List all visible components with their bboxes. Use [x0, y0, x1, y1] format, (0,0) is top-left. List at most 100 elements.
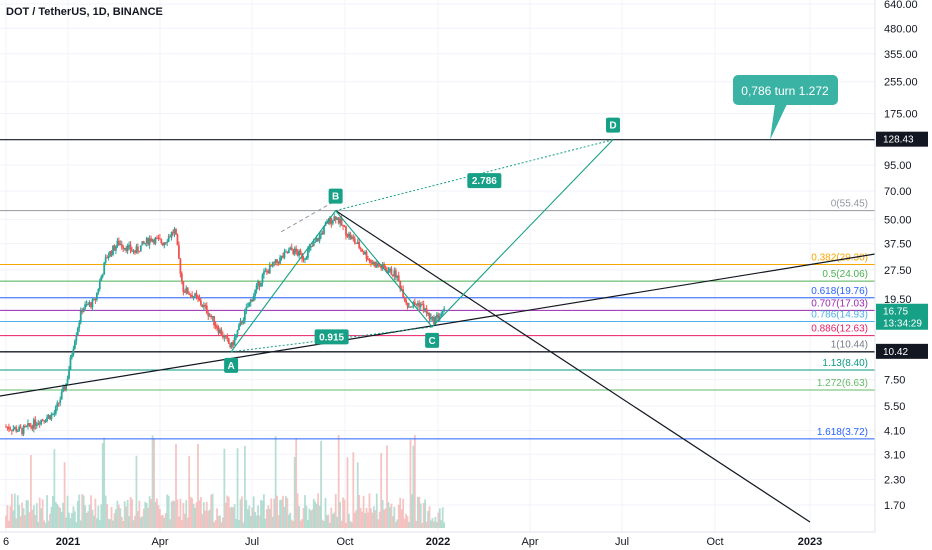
volume-bar — [248, 505, 251, 528]
candle-body — [75, 335, 78, 342]
volume-bar — [220, 522, 223, 528]
y-tick-label: 3.10 — [884, 449, 905, 461]
volume-bar — [134, 515, 136, 528]
fib-level-label: 0.786(14.93) — [811, 309, 868, 320]
volume-bar — [202, 502, 205, 528]
candle-body — [339, 218, 342, 224]
candle-body — [286, 251, 289, 254]
candle-body — [409, 306, 412, 308]
wave-label-box[interactable] — [425, 332, 440, 348]
wave-label-box[interactable] — [224, 357, 239, 373]
candle-body — [346, 235, 349, 237]
volume-bar — [355, 510, 358, 528]
candle-body — [330, 217, 333, 224]
candle-body — [397, 275, 400, 281]
candle-body — [260, 282, 262, 287]
volume-bar — [393, 506, 396, 528]
volume-bar — [412, 445, 415, 528]
candle-body — [290, 247, 293, 250]
volume-bar — [156, 498, 158, 528]
volume-bar — [375, 493, 378, 528]
candle-body — [87, 304, 89, 306]
y-tick-label: 27.50 — [884, 265, 912, 277]
y-tick-label: 355.00 — [884, 49, 918, 61]
volume-bar — [372, 506, 375, 528]
x-tick-label: 6 — [3, 536, 9, 548]
x-tick-label: 2022 — [426, 536, 450, 548]
volume-bar — [290, 519, 293, 528]
wave-label-box[interactable] — [328, 188, 343, 204]
volume-bar — [411, 494, 413, 528]
price-badge-value: 16.75 — [883, 307, 908, 318]
candle-body — [138, 251, 141, 253]
volume-bar — [353, 512, 356, 528]
volume-bar — [301, 519, 303, 528]
volume-bar — [226, 495, 229, 528]
volume-bar — [229, 507, 232, 528]
candle-body — [320, 233, 322, 235]
volume-bar — [380, 453, 383, 528]
candle-body — [95, 292, 98, 300]
candle-body — [312, 242, 315, 247]
candle-body — [405, 299, 407, 303]
candle-body — [38, 423, 41, 425]
price-badge[interactable] — [876, 343, 928, 359]
candle-body — [16, 430, 19, 432]
wave-label-box[interactable] — [606, 117, 621, 133]
candle-body — [245, 307, 248, 311]
candle-body — [82, 308, 85, 312]
candle-body — [44, 421, 47, 423]
volume-bar — [12, 510, 15, 528]
ratio-label-box[interactable] — [314, 329, 349, 345]
candle-body — [13, 427, 16, 429]
volume-bar — [305, 505, 308, 528]
volume-bar — [186, 517, 189, 528]
candle-body — [59, 399, 62, 403]
volume-bar — [46, 495, 48, 528]
candle-body — [305, 257, 308, 259]
candle-body — [97, 289, 100, 293]
candle-body — [202, 305, 205, 308]
volume-bar — [154, 501, 157, 528]
volume-bar — [100, 504, 103, 528]
volume-bar — [402, 498, 405, 528]
volume-bar — [82, 495, 85, 528]
y-tick-label: 1.70 — [884, 500, 905, 512]
volume-bar — [221, 517, 224, 528]
candle-body — [194, 293, 196, 297]
volume-bar — [197, 443, 199, 528]
volume-bar — [126, 500, 129, 528]
candle-body — [434, 317, 437, 324]
candle-body — [76, 328, 79, 336]
volume-bar — [399, 497, 402, 528]
price-badge[interactable] — [876, 131, 928, 147]
callout-box[interactable] — [733, 75, 838, 105]
volume-bar — [361, 511, 364, 528]
candle-body — [374, 262, 377, 268]
candle-body — [399, 280, 402, 289]
candle-body — [378, 265, 381, 267]
candle-body — [230, 342, 233, 348]
volume-bar — [381, 499, 384, 528]
candle-body — [317, 238, 320, 241]
volume-bar — [32, 505, 35, 528]
volume-bar — [173, 501, 176, 528]
volume-bar — [350, 522, 353, 528]
volume-bar — [138, 500, 141, 528]
volume-bar — [239, 499, 242, 528]
volume-bar — [18, 504, 21, 528]
volume-bar — [129, 496, 132, 528]
volume-bar — [246, 509, 249, 528]
ratio-label-box[interactable] — [467, 173, 502, 189]
volume-bar — [68, 512, 70, 528]
price-axis[interactable] — [875, 0, 932, 550]
volume-bar — [349, 521, 352, 528]
candle-body — [394, 270, 397, 278]
volume-bar — [71, 513, 73, 528]
volume-bar — [302, 508, 305, 528]
candle-body — [32, 419, 35, 429]
candle-body — [27, 423, 29, 426]
candle-body — [53, 413, 56, 415]
price-badge[interactable] — [876, 303, 928, 330]
